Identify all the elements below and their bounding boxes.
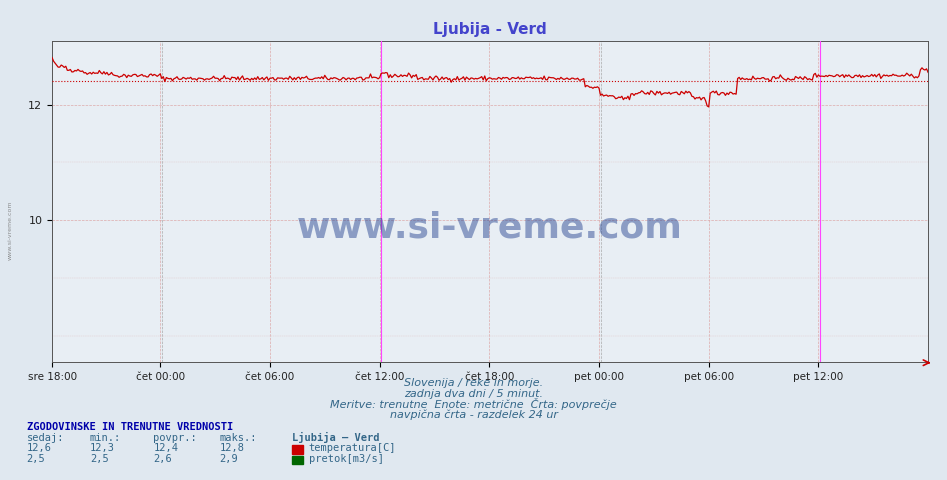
- Text: 2,5: 2,5: [90, 454, 109, 464]
- Text: www.si-vreme.com: www.si-vreme.com: [8, 201, 12, 260]
- Text: 12,6: 12,6: [27, 443, 51, 453]
- Text: min.:: min.:: [90, 432, 121, 443]
- Text: Slovenija / reke in morje.: Slovenija / reke in morje.: [404, 378, 543, 388]
- Text: zadnja dva dni / 5 minut.: zadnja dva dni / 5 minut.: [404, 389, 543, 399]
- Text: ZGODOVINSKE IN TRENUTNE VREDNOSTI: ZGODOVINSKE IN TRENUTNE VREDNOSTI: [27, 421, 233, 432]
- Text: pretok[m3/s]: pretok[m3/s]: [309, 454, 384, 464]
- Text: povpr.:: povpr.:: [153, 432, 197, 443]
- Title: Ljubija - Verd: Ljubija - Verd: [433, 22, 547, 37]
- Text: 2,5: 2,5: [27, 454, 45, 464]
- Text: sedaj:: sedaj:: [27, 432, 64, 443]
- Text: 12,8: 12,8: [220, 443, 244, 453]
- Text: Ljubija – Verd: Ljubija – Verd: [292, 432, 379, 443]
- Text: maks.:: maks.:: [220, 432, 258, 443]
- Text: Meritve: trenutne  Enote: metrične  Črta: povprečje: Meritve: trenutne Enote: metrične Črta: …: [331, 397, 616, 409]
- Text: www.si-vreme.com: www.si-vreme.com: [297, 210, 683, 244]
- Text: 12,4: 12,4: [153, 443, 178, 453]
- Text: 12,3: 12,3: [90, 443, 115, 453]
- Text: navpična črta - razdelek 24 ur: navpična črta - razdelek 24 ur: [389, 409, 558, 420]
- Text: 2,6: 2,6: [153, 454, 172, 464]
- Text: 2,9: 2,9: [220, 454, 239, 464]
- Text: temperatura[C]: temperatura[C]: [309, 443, 396, 453]
